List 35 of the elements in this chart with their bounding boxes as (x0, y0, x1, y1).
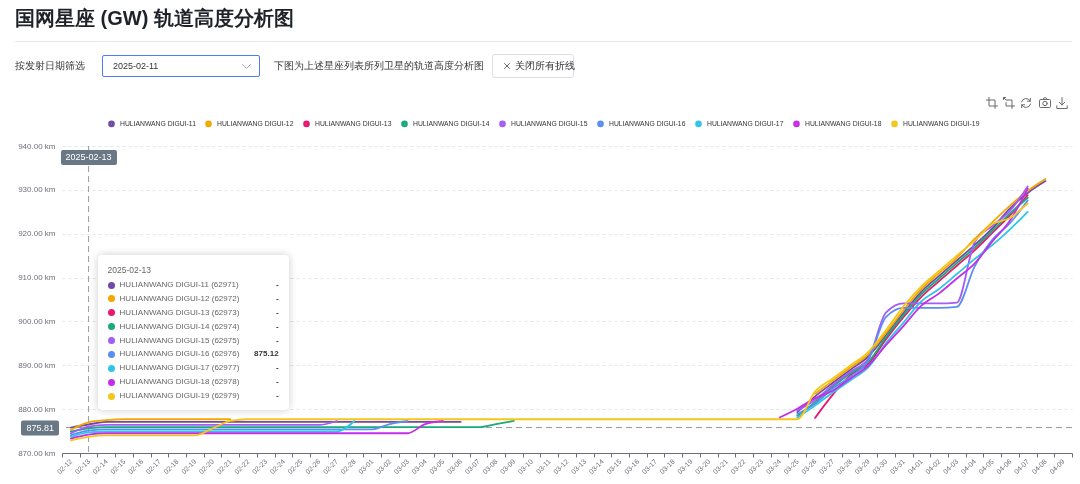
line-series (814, 194, 1029, 419)
annotation: HULIANWANG DIGUI-18 (62978) (119, 376, 240, 389)
y-tick-label: 890.00 km (18, 360, 56, 370)
annotation: HULIANWANG DIGUI-14 (62974) (119, 320, 240, 333)
annotation: HULIANWANG DIGUI-12 (62972) (119, 292, 240, 305)
annotation: - (275, 306, 279, 319)
text: 按发射日期筛选 (15, 59, 85, 73)
annotation: - (275, 320, 279, 333)
y-tick-label: 870.00 km (18, 448, 56, 458)
annotation: HULIANWANG DIGUI-13 (62973) (119, 306, 240, 319)
y-tick-label: 940.00 km (18, 141, 56, 151)
chart-subtitle: 下图为上述星座列表所列卫星的轨道高度分析图 (274, 59, 484, 73)
annotation: - (275, 376, 279, 389)
annotation: - (275, 362, 279, 375)
y-tick-label: 900.00 km (18, 316, 56, 326)
ref-line-label: 2025-02-13 (60, 150, 117, 165)
y-tick-label: 930.00 km (18, 185, 56, 195)
annotation: - (275, 292, 279, 305)
annotation: 2025-02-13 (107, 264, 153, 277)
y-tick-label: 920.00 km (18, 229, 56, 239)
annotation: 875.12 (254, 348, 279, 361)
annotation: HULIANWANG DIGUI-19 (62979) (119, 390, 240, 403)
y-tick-label: 910.00 km (18, 273, 56, 283)
annotation: HULIANWANG DIGUI-17 (62977) (119, 362, 240, 375)
ref-line-label: 875.81 (21, 420, 59, 436)
annotation: - (275, 334, 279, 347)
annotation: HULIANWANG DIGUI-15 (62975) (119, 334, 240, 347)
y-tick-label: 880.00 km (18, 404, 56, 414)
annotation: HULIANWANG DIGUI-16 (62976) (119, 348, 240, 361)
annotation: HULIANWANG DIGUI-11 (62971) (119, 279, 239, 291)
annotation: - (275, 390, 279, 403)
button: 关闭所有折线 (492, 54, 574, 78)
chart-title: 国网星座 (GW) 轨道高度分析图 (15, 6, 294, 31)
annotation: - (275, 279, 279, 291)
date-dropdown: 2025-02-11 (102, 55, 260, 77)
